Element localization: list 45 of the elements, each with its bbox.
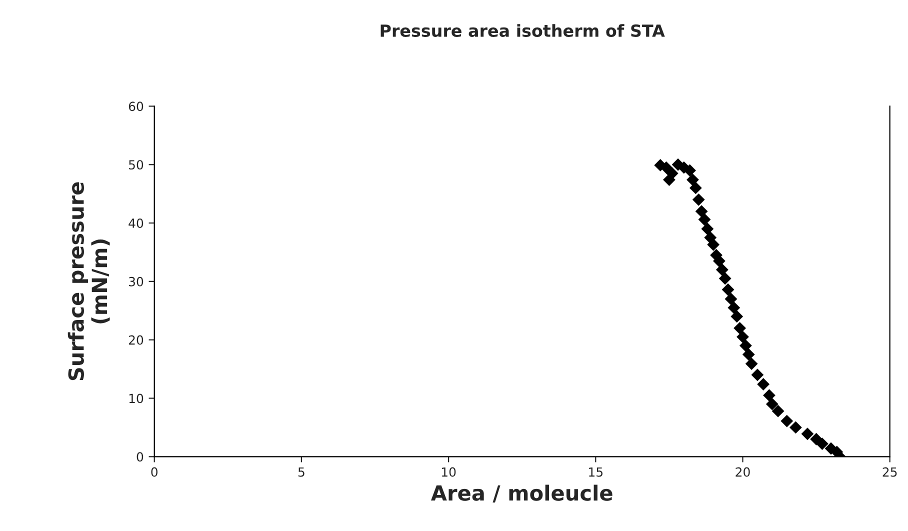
- point: [718, 272, 732, 285]
- point: [707, 238, 720, 251]
- y-tick-label: 20: [128, 335, 144, 345]
- x-tick-label: 25: [882, 467, 897, 477]
- point: [739, 339, 752, 352]
- point: [698, 213, 711, 226]
- point: [684, 164, 696, 177]
- point: [772, 404, 784, 418]
- point: [816, 438, 828, 450]
- x-tick-label: 5: [298, 467, 304, 477]
- point: [780, 414, 794, 428]
- point: [722, 283, 734, 296]
- x-tick-label: 0: [151, 467, 158, 477]
- point: [695, 205, 708, 218]
- point: [692, 193, 705, 206]
- point: [701, 222, 714, 236]
- point: [686, 174, 699, 186]
- point: [716, 264, 728, 276]
- x-axis-title: Area / moleucle: [430, 484, 612, 502]
- y-tick-label: 30: [128, 276, 144, 286]
- x-tick-label: 20: [736, 467, 750, 477]
- point: [742, 348, 755, 361]
- y-tick-label: 40: [128, 218, 144, 228]
- point: [666, 167, 678, 180]
- chart-title: Pressure area isotherm of STA: [380, 24, 665, 37]
- y-tick-label: 60: [128, 102, 144, 112]
- y-tick-label: 0: [136, 452, 144, 462]
- point: [801, 428, 814, 440]
- point: [734, 322, 746, 334]
- point: [751, 368, 764, 382]
- x-tick-label: 10: [442, 467, 456, 477]
- point: [757, 378, 770, 390]
- y-axis-title: Surface pressure (mN/m): [68, 182, 110, 380]
- point: [689, 182, 702, 194]
- point: [745, 358, 758, 370]
- y-tick-label: 50: [129, 160, 144, 170]
- point: [766, 398, 778, 410]
- point: [736, 330, 749, 344]
- point: [730, 310, 744, 323]
- point: [728, 302, 740, 314]
- point: [724, 292, 738, 306]
- x-tick-label: 15: [589, 467, 603, 477]
- point: [763, 389, 776, 402]
- y-tick-label: 10: [129, 394, 144, 404]
- point: [789, 421, 802, 434]
